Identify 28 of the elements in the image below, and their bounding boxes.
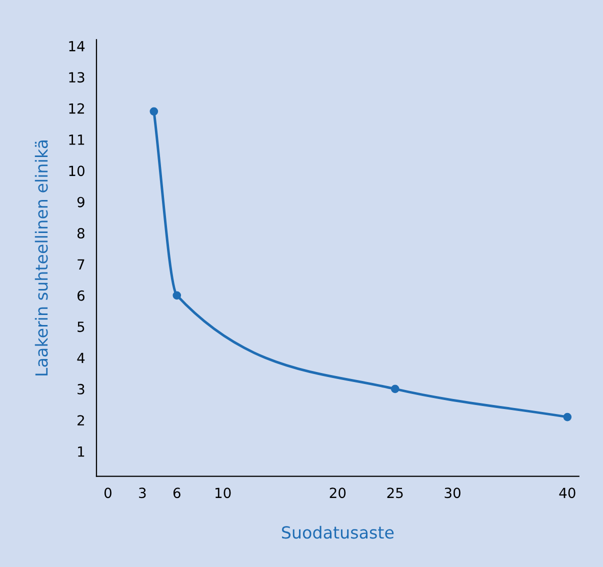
y-tick-label: 10 [69, 166, 84, 176]
y-axis-title: Laakerin suhteellinen elinikä [34, 140, 48, 376]
y-tick-label: 11 [69, 134, 84, 145]
x-tick-label: 10 [216, 488, 231, 498]
point [390, 384, 400, 394]
x-tick-label: 0 [104, 488, 112, 498]
x-tick-label: 40 [559, 488, 576, 498]
y-tick-label: 8 [77, 228, 84, 239]
point [172, 291, 182, 300]
x-tick-label: 25 [387, 488, 403, 498]
y-tick-label: 9 [77, 196, 84, 208]
y-tick-label: 5 [78, 322, 84, 332]
y-tick-label: 14 [69, 41, 85, 52]
y-tick-label: 3 [78, 384, 84, 394]
y-tick-label: 13 [69, 72, 84, 83]
x-tick-label: 20 [330, 488, 346, 498]
y-tick-label: 4 [77, 352, 85, 364]
x-axis-title: Suodatusaste [282, 526, 394, 539]
x-tick-label: 6 [173, 488, 180, 498]
y-tick-label: 7 [78, 259, 84, 270]
x-tick-label: 30 [444, 488, 460, 498]
point [150, 107, 158, 116]
point [563, 412, 572, 422]
y-tick-label: 2 [78, 415, 84, 426]
x-tick-label: 3 [139, 488, 146, 498]
y-tick-label: 6 [78, 290, 84, 301]
y-tick-label: 1 [78, 446, 84, 457]
y-tick-label: 12 [69, 103, 84, 114]
